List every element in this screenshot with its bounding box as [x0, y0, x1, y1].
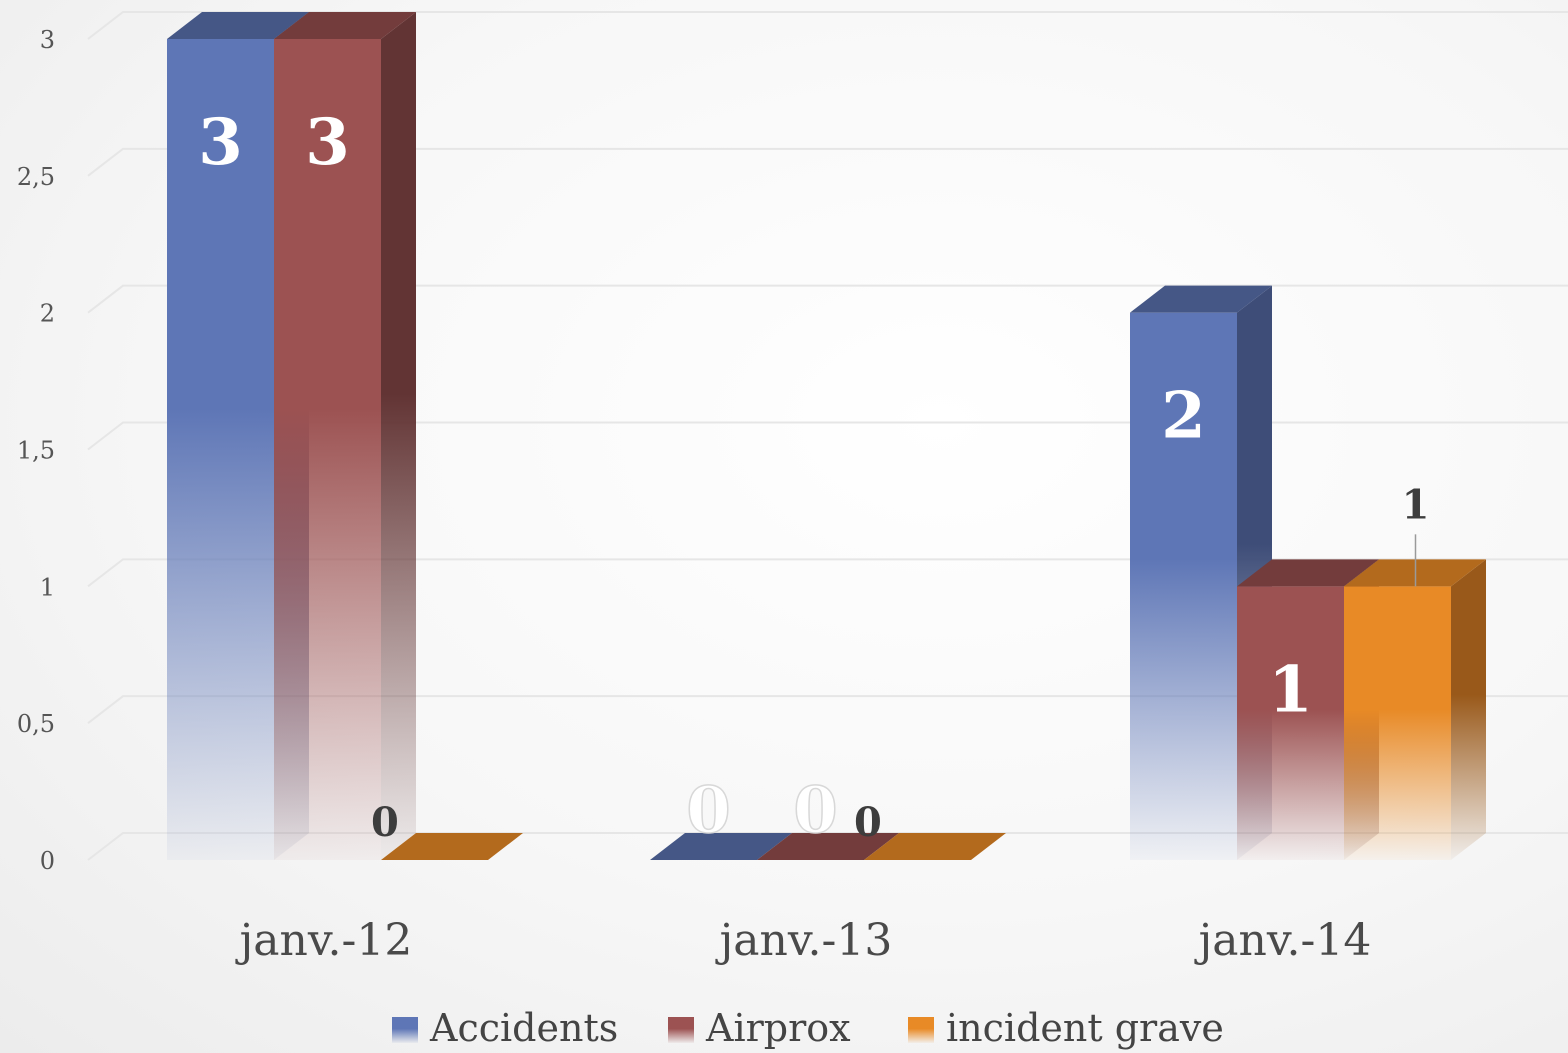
- bar-incident-grave-0: [381, 833, 523, 860]
- data-label: 3: [305, 105, 350, 180]
- legend-swatch: [668, 1017, 694, 1043]
- data-label: 0: [793, 773, 838, 848]
- legend-label: Accidents: [429, 1006, 618, 1050]
- y-tick-label: 3: [40, 26, 55, 54]
- gridline: [87, 832, 1568, 861]
- y-tick-label: 2,5: [17, 163, 55, 191]
- bar-front: [167, 39, 274, 860]
- bar-top: [381, 833, 523, 860]
- y-axis: 0 0,5 1 1,5 2 2,5 3: [17, 26, 55, 875]
- bar-airprox-0: [274, 12, 416, 860]
- x-tick-label: janv.-12: [235, 915, 413, 966]
- gridline: [87, 284, 1568, 314]
- bar-side: [1451, 559, 1486, 860]
- data-label: 0: [686, 773, 731, 848]
- bar-top: [1237, 559, 1379, 587]
- data-label: 1: [1268, 652, 1313, 727]
- bar-front: [1344, 586, 1451, 860]
- bar-top: [1130, 285, 1272, 313]
- bars: [167, 12, 1486, 861]
- bar-top: [650, 833, 792, 860]
- legend: Accidents Airprox incident grave: [392, 1006, 1224, 1050]
- gridline: [87, 11, 1568, 40]
- legend-item: Airprox: [668, 1006, 851, 1050]
- legend-item: incident grave: [908, 1006, 1224, 1050]
- legend-label: Airprox: [705, 1006, 851, 1050]
- bar-top: [864, 833, 1006, 860]
- x-axis: janv.-12 janv.-13 janv.-14: [235, 915, 1372, 966]
- legend-item: Accidents: [392, 1006, 618, 1050]
- bar-top: [274, 12, 416, 39]
- data-label: 0: [371, 799, 399, 846]
- data-label: 0: [854, 799, 882, 846]
- y-tick-label: 0: [40, 847, 55, 875]
- bar-airprox-1: [757, 833, 899, 860]
- bar-front: [274, 39, 381, 860]
- bar-front: [1130, 312, 1237, 861]
- bar-accidents-1: [650, 833, 792, 860]
- bar-front: [1237, 586, 1344, 860]
- bar-incident-grave-1: [864, 833, 1006, 860]
- legend-swatch: [392, 1017, 418, 1043]
- y-tick-label: 2: [40, 300, 55, 328]
- legend-swatch: [908, 1017, 934, 1043]
- data-label: 1: [1402, 481, 1430, 528]
- bar-side: [381, 12, 416, 860]
- x-tick-label: janv.-13: [715, 915, 893, 966]
- y-tick-label: 1: [40, 573, 55, 601]
- bar-top: [757, 833, 899, 860]
- data-label: 3: [198, 105, 243, 180]
- gridline: [87, 421, 1568, 451]
- bar-incident-grave-2: [1344, 559, 1486, 860]
- data-label: 2: [1161, 379, 1206, 454]
- y-tick-label: 0,5: [17, 710, 55, 738]
- gridlines: [87, 11, 1568, 861]
- x-tick-label: janv.-14: [1194, 915, 1372, 966]
- gridline: [87, 147, 1568, 177]
- y-tick-label: 1,5: [17, 437, 55, 465]
- bar-top: [167, 12, 309, 39]
- legend-label: incident grave: [946, 1006, 1224, 1050]
- gridline: [87, 558, 1568, 588]
- gridline: [87, 695, 1568, 724]
